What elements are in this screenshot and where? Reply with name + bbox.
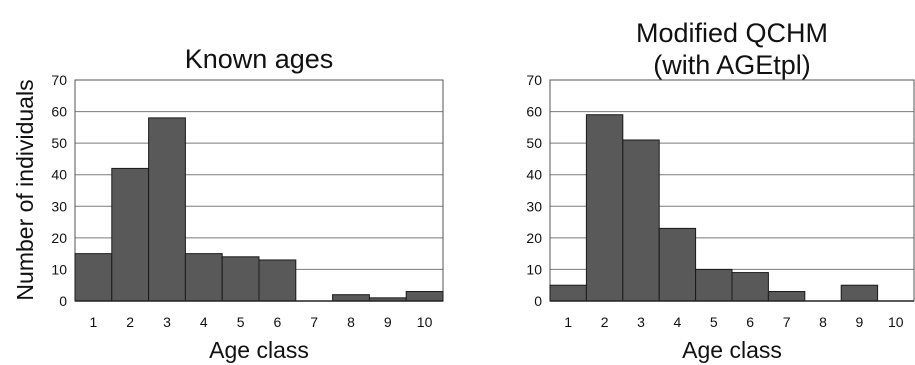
bar-age-class-2 bbox=[585, 114, 624, 302]
y-tick-label: 10 bbox=[51, 261, 67, 277]
y-tick-label: 40 bbox=[51, 167, 67, 183]
x-tick-label: 8 bbox=[819, 314, 827, 330]
known-ages-panel: 0 10 20 30 40 50 60 70 1 2 3 4 5 6 7 8 9 10 Age class Known… bbox=[51, 44, 444, 363]
y-tick-label: 60 bbox=[51, 104, 67, 120]
x-tick-label: 4 bbox=[200, 314, 208, 330]
x-tick-label: 1 bbox=[90, 314, 98, 330]
bar-age-class-4 bbox=[184, 253, 223, 302]
y-tick-label: 50 bbox=[51, 135, 67, 151]
bar-age-class-5 bbox=[221, 256, 260, 302]
x-tick-label: 9 bbox=[384, 314, 392, 330]
y-tick-label: 70 bbox=[51, 72, 67, 88]
y-tick-label: 10 bbox=[526, 261, 542, 277]
chart-title-line: Modified QCHM bbox=[636, 18, 828, 48]
bar-age-class-2 bbox=[111, 167, 150, 302]
x-tick-label: 5 bbox=[710, 314, 718, 330]
chart-title-line: Known ages bbox=[185, 44, 334, 74]
y-tick-label: 0 bbox=[534, 293, 542, 309]
y-tick-label: 20 bbox=[526, 230, 542, 246]
bar-age-class-6 bbox=[731, 272, 769, 302]
x-tick-label: 10 bbox=[888, 314, 904, 330]
x-tick-label: 3 bbox=[637, 314, 645, 330]
y-tick-label: 20 bbox=[51, 230, 67, 246]
bar-age-class-9 bbox=[840, 284, 879, 302]
x-tick-label: 6 bbox=[274, 314, 282, 330]
x-tick-label: 2 bbox=[126, 314, 134, 330]
x-tick-label: 4 bbox=[674, 314, 682, 330]
x-axis-label: Age class bbox=[682, 337, 782, 363]
x-tick-label: 7 bbox=[310, 314, 318, 330]
bar-age-class-7 bbox=[767, 291, 806, 302]
y-tick-label: 30 bbox=[51, 198, 67, 214]
y-tick-label: 50 bbox=[526, 135, 542, 151]
y-tick-label: 30 bbox=[526, 198, 542, 214]
modified-qchm-panel: 0 10 20 30 40 50 60 70 1 2 3 4 5 6 7 8 9 10 Age class Modif… bbox=[526, 18, 915, 363]
bar-age-class-1 bbox=[74, 253, 113, 302]
bar-age-class-8 bbox=[332, 294, 370, 302]
x-tick-label: 8 bbox=[347, 314, 355, 330]
x-tick-label: 2 bbox=[601, 314, 609, 330]
x-tick-label: 6 bbox=[746, 314, 754, 330]
y-tick-label: 0 bbox=[59, 293, 67, 309]
bar-age-class-10 bbox=[405, 291, 444, 302]
x-tick-label: 10 bbox=[417, 314, 433, 330]
x-tick-label: 1 bbox=[564, 314, 572, 330]
bar-age-class-3 bbox=[622, 139, 660, 302]
y-tick-label: 40 bbox=[526, 167, 542, 183]
bar-age-class-1 bbox=[549, 284, 587, 302]
x-axis-label: Age class bbox=[209, 337, 309, 363]
x-tick-label: 7 bbox=[783, 314, 791, 330]
y-tick-label: 60 bbox=[526, 104, 542, 120]
bar-age-class-3 bbox=[148, 117, 186, 302]
bar-age-class-6 bbox=[258, 259, 297, 302]
bar-age-class-5 bbox=[695, 268, 733, 302]
x-tick-label: 5 bbox=[237, 314, 245, 330]
shared-y-axis-label: Number of individuals bbox=[12, 79, 38, 300]
x-tick-label: 9 bbox=[856, 314, 864, 330]
bar-age-class-4 bbox=[658, 227, 697, 302]
x-tick-label: 3 bbox=[163, 314, 171, 330]
y-tick-label: 70 bbox=[526, 72, 542, 88]
chart-title-line: (with AGEtpl) bbox=[653, 50, 811, 80]
